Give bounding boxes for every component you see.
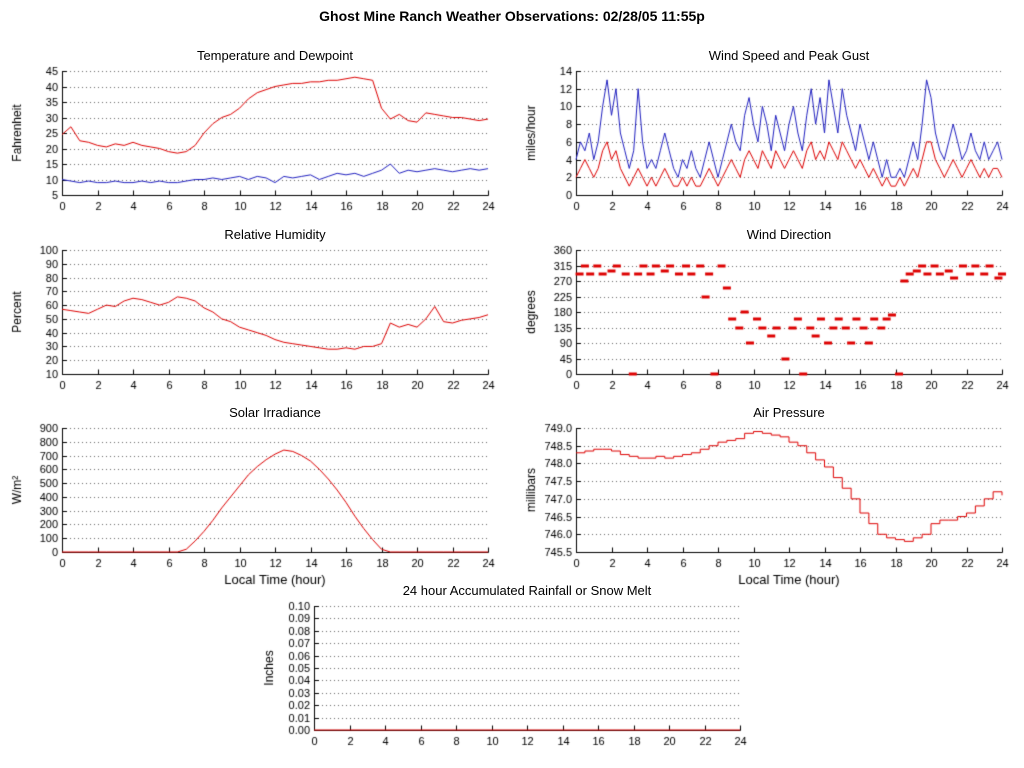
chart-temperature-dewpoint: Temperature and Dewpoint xyxy=(6,47,496,221)
chart-wind-direction: Wind Direction xyxy=(520,226,1010,400)
chart-title-rainfall: 24 hour Accumulated Rainfall or Snow Mel… xyxy=(402,583,652,598)
chart-title-relative-humidity: Relative Humidity xyxy=(224,227,326,242)
chart-air-pressure: Air Pressure xyxy=(520,404,1010,594)
chart-title-temperature-dewpoint: Temperature and Dewpoint xyxy=(196,48,354,63)
chart-rainfall: 24 hour Accumulated Rainfall or Snow Mel… xyxy=(258,582,748,756)
chart-canvas-wind-direction xyxy=(520,244,1010,400)
chart-canvas-relative-humidity xyxy=(6,244,496,400)
chart-title-solar-irradiance: Solar Irradiance xyxy=(229,405,321,420)
chart-title-wind-direction: Wind Direction xyxy=(746,227,832,242)
chart-relative-humidity: Relative Humidity xyxy=(6,226,496,400)
chart-wind-speed-gust: Wind Speed and Peak Gust xyxy=(520,47,1010,221)
chart-canvas-temperature-dewpoint xyxy=(6,65,496,221)
page-title: Ghost Mine Ranch Weather Observations: 0… xyxy=(319,8,705,24)
chart-title-wind-speed-gust: Wind Speed and Peak Gust xyxy=(708,48,870,63)
chart-canvas-solar-irradiance xyxy=(6,422,496,594)
chart-title-air-pressure: Air Pressure xyxy=(753,405,825,420)
chart-canvas-air-pressure xyxy=(520,422,1010,594)
chart-canvas-rainfall xyxy=(258,600,748,756)
chart-canvas-wind-speed-gust xyxy=(520,65,1010,221)
chart-solar-irradiance: Solar Irradiance xyxy=(6,404,496,594)
